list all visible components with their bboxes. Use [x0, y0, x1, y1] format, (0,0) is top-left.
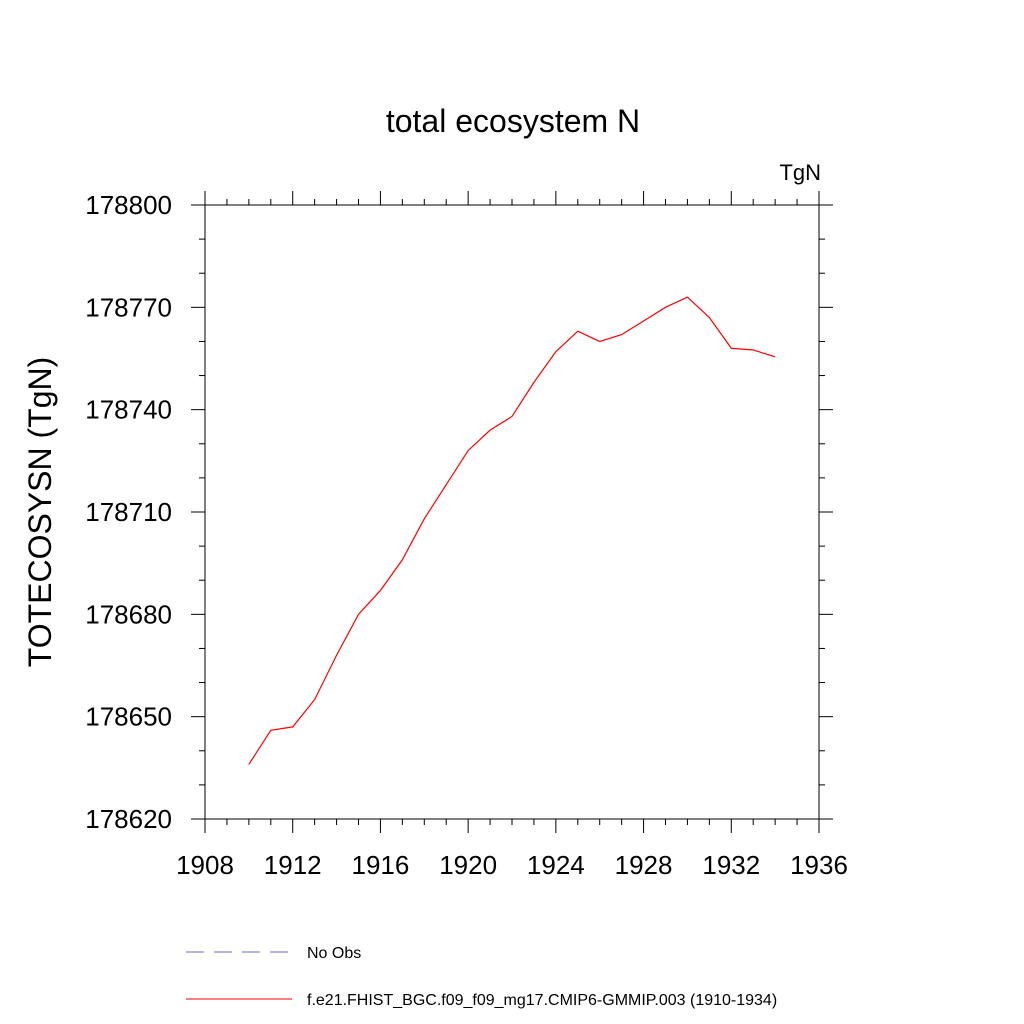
x-tick-label: 1936 — [790, 850, 848, 880]
plot-frame — [204, 204, 820, 820]
series-layer — [248, 296, 776, 765]
series-line-0 — [248, 296, 776, 765]
axis-ticks — [191, 191, 833, 833]
legend-entry: No Obs — [307, 945, 361, 962]
y-tick-label: 178710 — [85, 497, 172, 527]
legend-entry: f.e21.FHIST_BGC.f09_f09_mg17.CMIP6-GMMIP… — [307, 992, 777, 1009]
axis-tick-labels: 1908 1912 1916 1920 1924 1928 1932 1936 178620 17… — [85, 190, 848, 880]
x-tick-label: 1912 — [264, 850, 322, 880]
y-tick-label: 178770 — [85, 292, 172, 322]
y-tick-label: 178650 — [85, 702, 172, 732]
y-tick-label: 178680 — [85, 599, 172, 629]
y-axis-label: TOTECOSYSN (TgN) — [22, 357, 58, 668]
x-tick-label: 1916 — [352, 850, 410, 880]
x-tick-label: 1908 — [176, 850, 234, 880]
x-tick-label: 1932 — [702, 850, 760, 880]
y-tick-label: 178620 — [85, 804, 172, 834]
x-tick-label: 1928 — [615, 850, 673, 880]
legend: No Obs f.e21.FHIST_BGC.f09_f09_mg17.CMIP6… — [186, 945, 777, 1009]
chart-title: total ecosystem N — [386, 103, 640, 139]
y-tick-label: 178740 — [85, 395, 172, 425]
x-tick-label: 1924 — [527, 850, 585, 880]
y-tick-label: 178800 — [85, 190, 172, 220]
units-label: TgN — [779, 160, 821, 185]
x-tick-label: 1920 — [439, 850, 497, 880]
